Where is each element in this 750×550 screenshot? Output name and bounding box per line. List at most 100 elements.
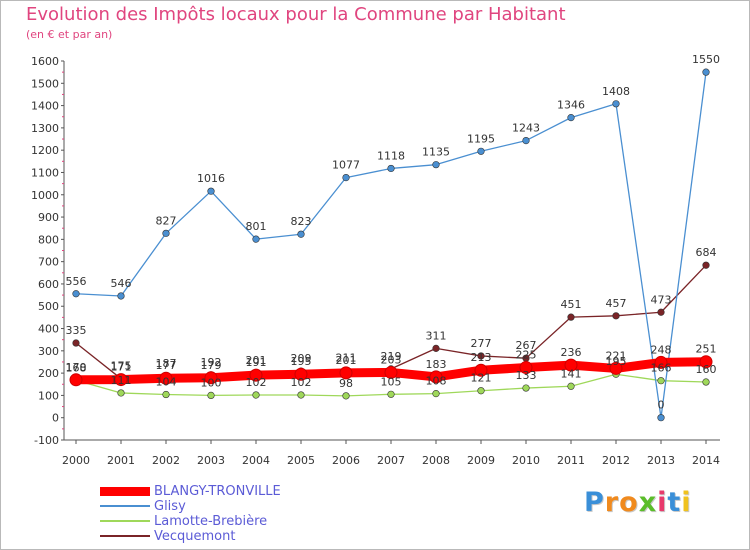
data-label-glisy: 0 xyxy=(658,399,665,412)
data-label-blangy-tronville: 203 xyxy=(381,353,402,366)
data-label-blangy-tronville: 170 xyxy=(66,361,87,374)
data-label-vecquemont: 219 xyxy=(381,350,402,363)
data-label-vecquemont: 311 xyxy=(426,329,447,342)
x-tick-label: 2005 xyxy=(287,454,315,467)
data-point-glisy xyxy=(162,229,170,237)
legend-label-glisy: Glisy xyxy=(154,499,186,514)
data-label-blangy-tronville: 201 xyxy=(336,354,357,367)
data-point-lamotte-brebiere xyxy=(342,392,350,400)
data-point-lamotte-brebiere xyxy=(252,391,260,399)
logo-letter: P xyxy=(584,487,605,518)
data-label-vecquemont: 457 xyxy=(606,297,627,310)
x-tick-label: 2009 xyxy=(467,454,495,467)
data-point-glisy xyxy=(657,414,665,422)
data-label-lamotte-brebiere: 133 xyxy=(516,369,537,382)
data-point-vecquemont xyxy=(72,339,80,347)
data-point-blangy-tronville xyxy=(159,371,173,385)
legend-swatch-blangy-tronville xyxy=(100,487,150,496)
data-point-blangy-tronville xyxy=(204,371,218,385)
data-label-lamotte-brebiere: 102 xyxy=(246,376,267,389)
data-label-blangy-tronville: 179 xyxy=(201,359,222,372)
data-label-glisy: 1550 xyxy=(692,53,720,66)
logo-letter: x xyxy=(638,487,658,518)
data-label-lamotte-brebiere: 121 xyxy=(471,372,492,385)
data-point-blangy-tronville xyxy=(339,366,353,380)
data-point-glisy xyxy=(72,290,80,298)
data-label-lamotte-brebiere: 100 xyxy=(201,376,222,389)
x-tick-label: 2001 xyxy=(107,454,135,467)
data-label-vecquemont: 192 xyxy=(201,356,222,369)
data-label-glisy: 1135 xyxy=(422,146,450,159)
x-tick-label: 2012 xyxy=(602,454,630,467)
y-tick-label: 1000 xyxy=(31,189,59,202)
y-tick-label: 600 xyxy=(38,278,59,291)
data-point-vecquemont xyxy=(612,312,620,320)
data-label-lamotte-brebiere: 104 xyxy=(156,376,177,389)
data-label-lamotte-brebiere: 111 xyxy=(111,374,132,387)
data-point-glisy xyxy=(252,235,260,243)
data-label-lamotte-brebiere: 98 xyxy=(339,377,353,390)
legend-label-vecquemont: Vecquemont xyxy=(154,529,236,544)
data-label-lamotte-brebiere: 168 xyxy=(66,361,87,374)
y-tick-label: 1400 xyxy=(31,100,59,113)
data-label-lamotte-brebiere: 195 xyxy=(606,355,627,368)
data-label-vecquemont: 277 xyxy=(471,337,492,350)
data-point-lamotte-brebiere xyxy=(567,382,575,390)
x-tick-label: 2013 xyxy=(647,454,675,467)
y-tick-label: -100 xyxy=(34,434,59,447)
data-label-blangy-tronville: 248 xyxy=(651,343,672,356)
data-label-lamotte-brebiere: 141 xyxy=(561,367,582,380)
data-point-lamotte-brebiere xyxy=(117,389,125,397)
data-point-lamotte-brebiere xyxy=(207,391,215,400)
y-tick-label: 800 xyxy=(38,233,59,246)
data-label-blangy-tronville: 177 xyxy=(156,359,177,372)
data-label-vecquemont: 451 xyxy=(561,298,582,311)
data-label-vecquemont: 209 xyxy=(291,352,312,365)
data-label-vecquemont: 684 xyxy=(696,246,717,259)
data-label-glisy: 546 xyxy=(111,277,132,290)
data-label-blangy-tronville: 191 xyxy=(246,356,267,369)
data-label-lamotte-brebiere: 166 xyxy=(651,362,672,375)
data-label-glisy: 1243 xyxy=(512,122,540,135)
legend-label-lamotte-brebiere: Lamotte-Brebière xyxy=(154,514,268,529)
data-point-blangy-tronville xyxy=(294,367,308,381)
data-point-lamotte-brebiere xyxy=(387,390,395,398)
y-tick-label: 1200 xyxy=(31,144,59,157)
data-point-lamotte-brebiere xyxy=(297,391,305,399)
y-tick-label: 100 xyxy=(38,389,59,402)
y-tick-label: 300 xyxy=(38,345,59,358)
data-label-vecquemont: 473 xyxy=(651,293,672,306)
data-label-glisy: 556 xyxy=(66,275,87,288)
y-tick-label: 1500 xyxy=(31,77,59,90)
data-label-blangy-tronville: 171 xyxy=(111,361,132,374)
logo-letter: i xyxy=(681,487,692,518)
x-tick-label: 2000 xyxy=(62,454,90,467)
data-label-glisy: 823 xyxy=(291,215,312,228)
data-point-glisy xyxy=(342,173,350,182)
data-point-glisy xyxy=(207,187,215,195)
data-point-blangy-tronville xyxy=(609,361,623,375)
data-label-lamotte-brebiere: 108 xyxy=(426,375,447,388)
data-point-vecquemont xyxy=(657,308,665,316)
data-point-glisy xyxy=(297,230,305,238)
x-tick-label: 2003 xyxy=(197,454,225,467)
data-label-glisy: 1077 xyxy=(332,159,360,172)
y-tick-label: 900 xyxy=(38,211,59,224)
data-label-blangy-tronville: 225 xyxy=(516,349,537,362)
data-label-glisy: 1118 xyxy=(377,149,405,162)
legend-swatch-lamotte-brebiere xyxy=(100,520,150,522)
logo-letter: t xyxy=(667,487,682,518)
chart-subtitle: (en € et par an) xyxy=(26,28,113,41)
data-point-blangy-tronville xyxy=(654,355,668,369)
x-tick-label: 2004 xyxy=(242,454,270,467)
y-tick-label: 400 xyxy=(38,323,59,336)
data-point-blangy-tronville xyxy=(519,361,533,375)
data-label-lamotte-brebiere: 105 xyxy=(381,375,402,388)
data-point-blangy-tronville xyxy=(114,373,128,387)
data-label-vecquemont: 211 xyxy=(336,352,357,365)
x-tick-label: 2010 xyxy=(512,454,540,467)
y-tick-label: 1300 xyxy=(31,122,59,135)
legend-swatch-vecquemont xyxy=(100,535,150,537)
proxiti-logo: Proxiti xyxy=(584,487,692,518)
data-point-glisy xyxy=(117,292,125,300)
